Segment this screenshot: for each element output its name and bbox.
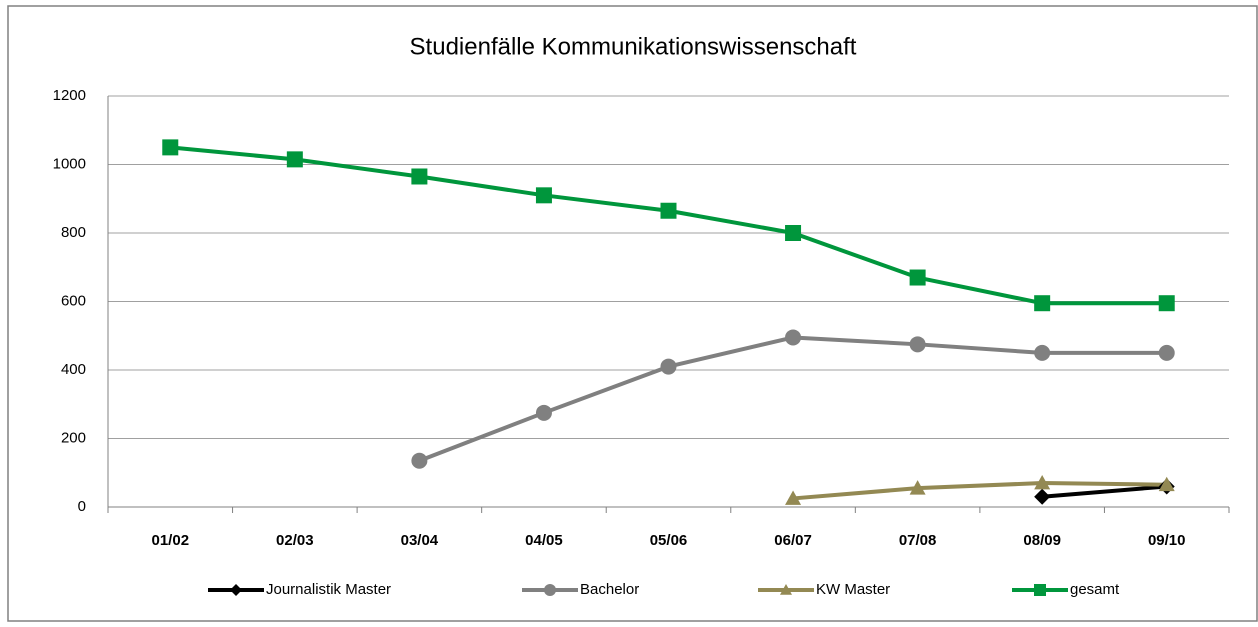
- data-point: [909, 269, 926, 286]
- legend-label: Journalistik Master: [266, 581, 391, 598]
- data-point: [1158, 476, 1175, 492]
- data-point: [1034, 295, 1051, 312]
- data-point: [785, 225, 802, 241]
- data-point: [660, 358, 677, 375]
- y-tick-label: 400: [61, 361, 86, 378]
- y-tick-label: 200: [61, 429, 86, 446]
- y-tick-label: 1200: [53, 87, 86, 104]
- x-tick-label: 02/03: [276, 532, 314, 549]
- data-point: [1034, 344, 1051, 361]
- chart-frame: [7, 5, 1258, 622]
- legend-label: gesamt: [1070, 581, 1120, 598]
- x-tick-label: 08/09: [1023, 532, 1061, 549]
- x-tick-label: 09/10: [1148, 532, 1186, 549]
- data-point: [1034, 475, 1051, 490]
- legend-label: KW Master: [816, 581, 890, 598]
- chart-title: Studienfälle Kommunikationswissenschaft: [410, 33, 857, 60]
- data-point: [660, 202, 677, 219]
- x-tick-label: 07/08: [899, 532, 937, 549]
- data-point: [535, 187, 552, 204]
- y-tick-label: 600: [61, 292, 86, 309]
- data-point: [909, 480, 926, 495]
- x-tick-label: 04/05: [525, 532, 563, 549]
- data-point: [162, 139, 179, 156]
- x-tick-label: 01/02: [152, 532, 190, 549]
- series-line: [792, 481, 1167, 501]
- legend-marker: [544, 584, 556, 596]
- y-tick-label: 800: [61, 224, 86, 241]
- data-point: [411, 452, 428, 469]
- legend-marker: [780, 584, 792, 595]
- data-point: [1158, 344, 1175, 361]
- x-tick-label: 03/04: [401, 532, 439, 549]
- data-point: [785, 329, 802, 346]
- x-tick-label: 06/07: [774, 532, 812, 549]
- legend-marker: [230, 584, 242, 596]
- x-tick-label: 05/06: [650, 532, 688, 549]
- y-tick-label: 0: [78, 498, 86, 515]
- legend-label: Bachelor: [580, 581, 639, 598]
- data-point: [411, 168, 428, 185]
- data-point: [535, 404, 552, 421]
- data-point: [909, 336, 926, 353]
- data-point: [286, 151, 303, 168]
- data-point: [1158, 295, 1175, 312]
- series-line: [1042, 484, 1167, 499]
- legend-marker: [1034, 584, 1046, 596]
- data-point: [1034, 488, 1051, 505]
- data-point: [785, 490, 802, 505]
- y-tick-label: 1000: [53, 155, 86, 172]
